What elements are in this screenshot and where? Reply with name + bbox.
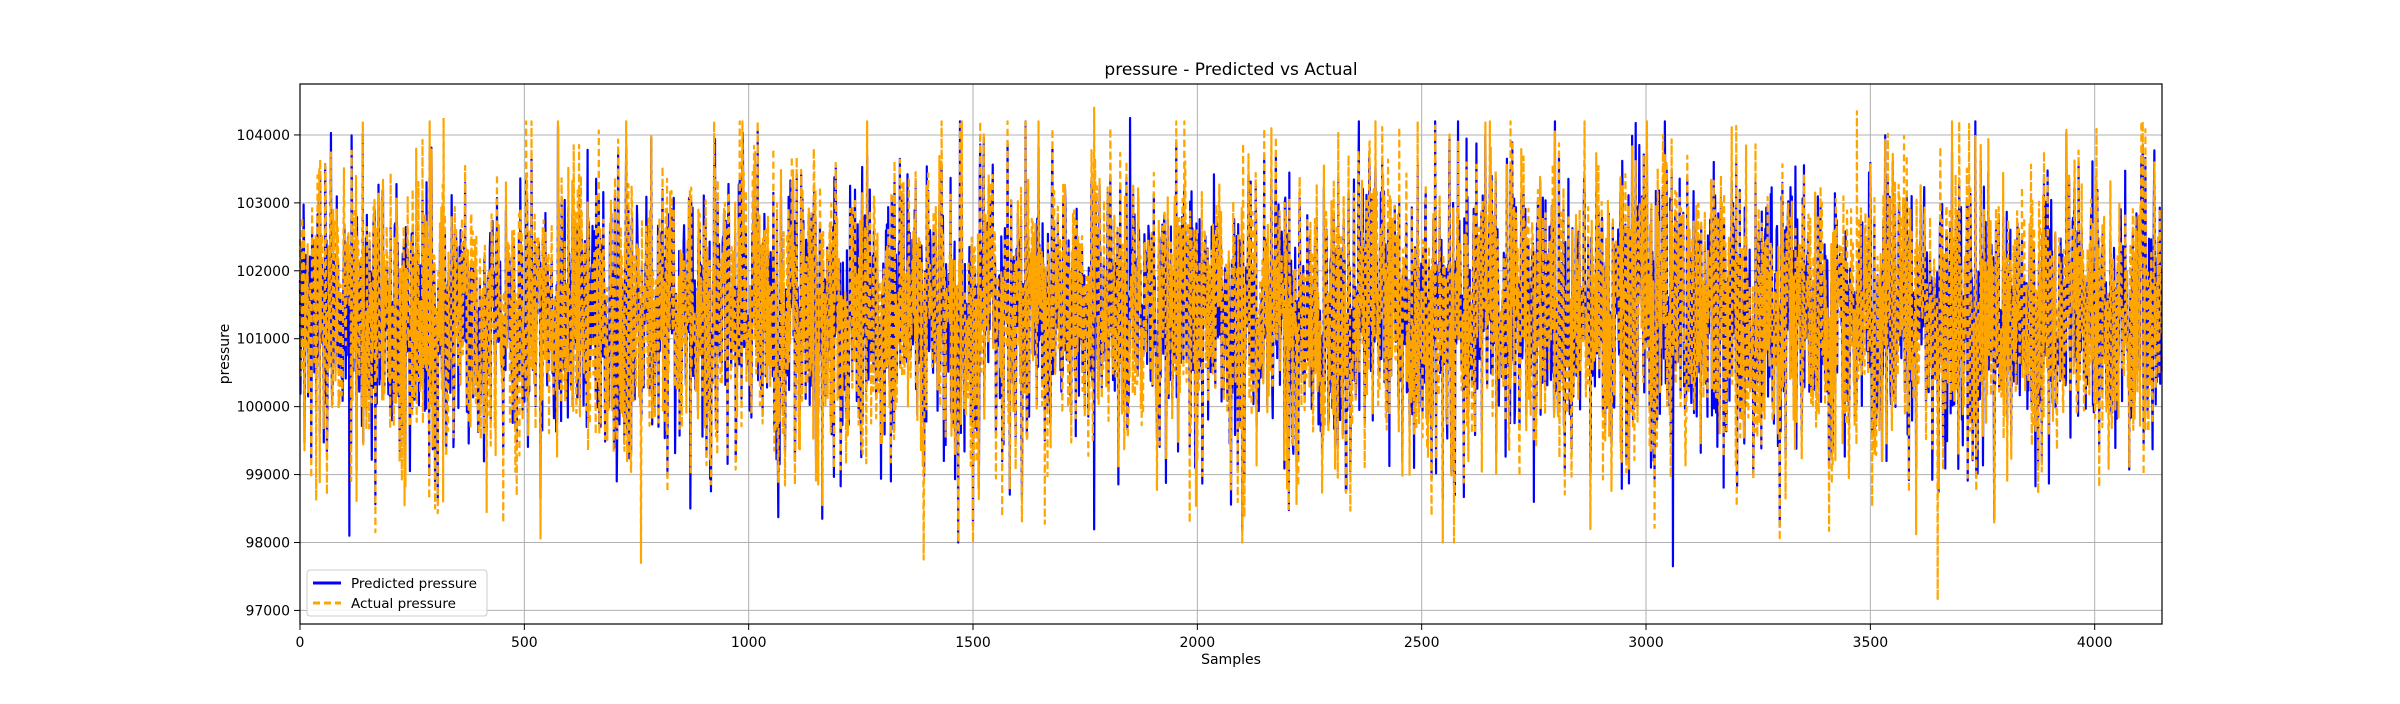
x-tick-label: 3000 bbox=[1628, 635, 1664, 651]
y-tick-label: 103000 bbox=[237, 196, 290, 212]
legend-label-actual: Actual pressure bbox=[351, 596, 456, 612]
chart-title: pressure - Predicted vs Actual bbox=[1104, 60, 1357, 80]
y-tick-label: 97000 bbox=[245, 603, 290, 619]
x-tick-label: 2500 bbox=[1404, 635, 1440, 651]
y-axis-ticks: 97000 98000 99000 100000 101000 102000 103000 1… bbox=[237, 128, 300, 619]
y-axis-label: pressure bbox=[217, 324, 233, 384]
series-layer bbox=[298, 106, 2163, 602]
x-tick-label: 2000 bbox=[1180, 635, 1216, 651]
x-tick-label: 1000 bbox=[731, 635, 767, 651]
x-tick-label: 500 bbox=[511, 635, 538, 651]
x-tick-label: 0 bbox=[296, 635, 305, 651]
x-tick-label: 3500 bbox=[1853, 635, 1889, 651]
y-tick-label: 98000 bbox=[245, 535, 290, 551]
x-tick-label: 1500 bbox=[955, 635, 991, 651]
y-tick-label: 102000 bbox=[237, 264, 290, 280]
legend-box bbox=[306, 569, 488, 617]
series-line-actual bbox=[298, 106, 2163, 602]
y-tick-label: 101000 bbox=[237, 332, 290, 348]
x-axis-ticks: 0 500 1000 1500 2000 2500 3000 3500 4000 bbox=[296, 624, 2113, 651]
legend: Predicted pressure Actual pressure bbox=[306, 569, 488, 617]
y-tick-label: 99000 bbox=[245, 468, 290, 484]
y-tick-label: 100000 bbox=[237, 400, 290, 416]
x-axis-label: Samples bbox=[1201, 652, 1261, 668]
x-tick-label: 4000 bbox=[2077, 635, 2113, 651]
plot-frame bbox=[299, 83, 2163, 625]
legend-label-predicted: Predicted pressure bbox=[351, 576, 477, 592]
y-tick-label: 104000 bbox=[237, 128, 290, 144]
